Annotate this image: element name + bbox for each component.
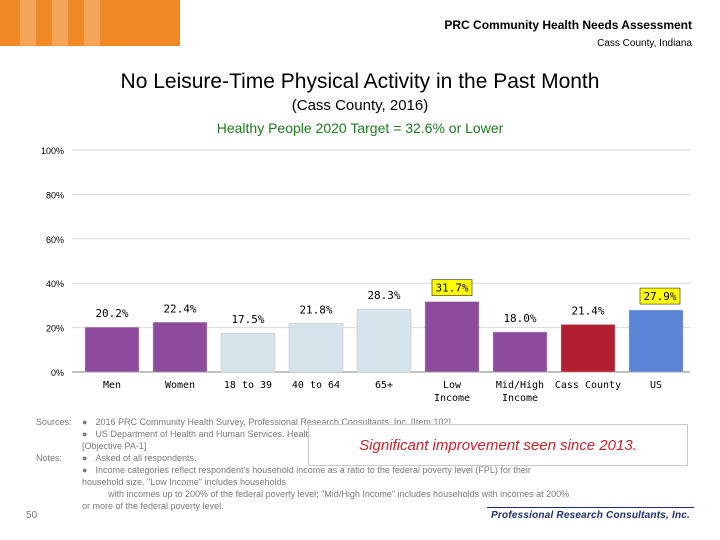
value-label-highlight	[639, 287, 681, 305]
bar	[628, 309, 684, 373]
note-line: [Objective PA-1]	[82, 441, 147, 451]
bar	[424, 301, 480, 373]
bar	[288, 323, 344, 373]
chart-title: No Leisure-Time Physical Activity in the…	[120, 70, 600, 93]
target-text: Healthy People 2020 Target = 32.6% or Lo…	[216, 120, 504, 136]
category-label: US	[650, 380, 662, 391]
note-line: household size. "Low Income" includes ho…	[82, 477, 287, 487]
callout-box: Significant improvement seen since 2013.	[308, 424, 688, 466]
y-tick-label: 60%	[46, 235, 64, 245]
value-label: 28.3%	[367, 289, 400, 302]
value-label: 18.0%	[503, 312, 536, 325]
category-label: Cass County	[555, 380, 621, 391]
corner-square	[52, 0, 68, 46]
notes-row: with incomes up to 200% of the federal p…	[0, 488, 700, 500]
bar	[560, 324, 616, 373]
notes-row: Sources: ● 2016 PRC Community Health Surv…	[0, 416, 700, 428]
note-line: 2016 PRC Community Health Survey, Profes…	[95, 417, 451, 427]
category-label: Mid/High Income	[496, 380, 544, 404]
bar	[152, 322, 208, 373]
y-tick-label: 20%	[46, 324, 64, 334]
notes-row: household size. "Low Income" includes ho…	[0, 476, 700, 488]
notes-row: Notes: ● Asked of all respondents.	[0, 452, 700, 464]
report-subtitle: Cass County, Indiana	[597, 38, 692, 49]
category-label: Women	[165, 380, 195, 391]
bullet-icon: ●	[82, 417, 88, 427]
note-line: Asked of all respondents.	[95, 453, 197, 463]
category-label: 65+	[375, 380, 393, 391]
bullet-icon: ●	[82, 429, 88, 439]
category-label: Low Income	[434, 380, 470, 404]
value-label: 21.8%	[299, 304, 332, 317]
value-label: 21.4%	[571, 304, 604, 317]
category-label: Men	[103, 380, 121, 391]
note-line: or more of the federal poverty level.	[82, 501, 224, 511]
notes-row: [Objective PA-1]	[0, 440, 700, 452]
note-line: with incomes up to 200% of the federal p…	[108, 489, 570, 499]
value-label: 20.2%	[95, 307, 128, 320]
notes-label: Notes:	[36, 453, 63, 463]
bar	[84, 326, 140, 373]
notes-row: or more of the federal poverty level.	[0, 500, 700, 512]
bullet-icon: ●	[82, 465, 88, 475]
note-line: US Department of Health and Human Servic…	[95, 429, 443, 439]
bar	[492, 331, 548, 373]
value-label: 27.9%	[643, 290, 676, 303]
y-tick-label: 80%	[46, 190, 64, 200]
y-tick-label: 40%	[46, 279, 64, 289]
category-label: 18 to 39	[224, 380, 272, 391]
value-label: 22.4%	[163, 302, 196, 315]
category-label: 40 to 64	[292, 380, 340, 391]
value-label-highlight	[431, 279, 473, 296]
y-tick-label: 100%	[41, 146, 64, 156]
notes-row: ● US Department of Health and Human Servi…	[0, 428, 700, 440]
notes-row: ● Income categories reflect respondent's …	[0, 464, 700, 476]
corner-decoration	[0, 0, 180, 46]
sources-label: Sources:	[36, 417, 72, 427]
chart-subtitle: (Cass County, 2016)	[291, 97, 429, 114]
bar-chart: 0% 20% 40% 60% 80% 100% 20.2% Men 22.4% Women 17.5…	[41, 146, 690, 404]
note-line: Income categories reflect respondent's h…	[95, 465, 531, 475]
page-number: 50	[26, 510, 38, 521]
bar	[356, 308, 412, 373]
value-label: 31.7%	[435, 282, 468, 295]
bar	[220, 332, 276, 373]
report-title: PRC Community Health Needs Assessment	[444, 18, 692, 32]
y-tick-label: 0%	[51, 368, 64, 378]
notes-block: Sources: ● 2016 PRC Community Health Surv…	[0, 416, 700, 512]
bullet-icon: ●	[82, 453, 88, 463]
corner-square	[20, 0, 36, 46]
corner-square	[84, 0, 100, 46]
footer-logo: Professional Research Consultants, Inc.	[487, 507, 694, 521]
value-label: 17.5%	[231, 313, 264, 326]
